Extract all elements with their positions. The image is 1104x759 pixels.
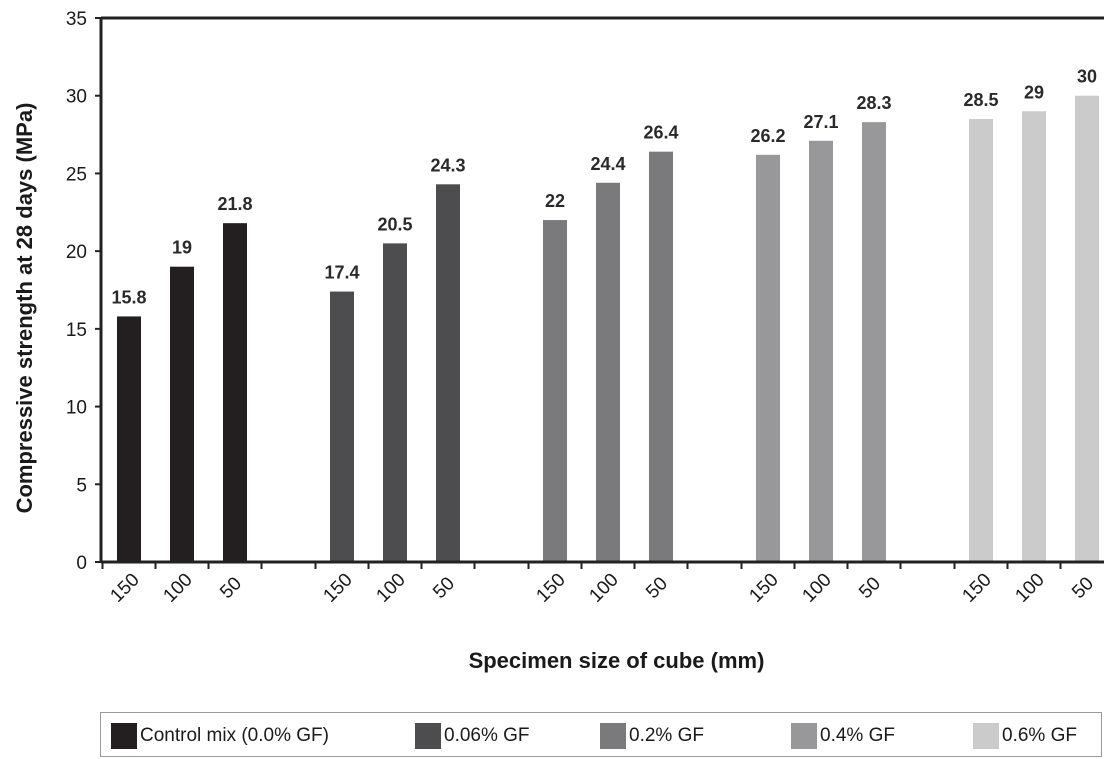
- x-tick-label: 50: [429, 573, 459, 603]
- y-tick-label: 15: [66, 320, 87, 341]
- bar: [862, 122, 886, 562]
- y-tick-label: 25: [66, 164, 87, 185]
- data-label: 15.8: [111, 287, 146, 307]
- bar: [543, 220, 567, 563]
- bar: [330, 291, 354, 562]
- legend-item: 0.6% GF: [973, 713, 1077, 758]
- x-tick-label: 100: [585, 569, 622, 606]
- bar: [117, 316, 141, 562]
- x-tick-label: 150: [958, 569, 995, 606]
- bar: [596, 182, 620, 563]
- legend-label: 0.4% GF: [820, 724, 895, 746]
- bar: [436, 184, 460, 562]
- legend-swatch: [415, 722, 441, 749]
- x-tick-label: 50: [642, 573, 672, 603]
- data-label: 26.4: [643, 123, 678, 143]
- x-tick-label: 100: [798, 569, 835, 606]
- bar: [383, 243, 407, 562]
- x-tick-label: 100: [372, 569, 409, 606]
- data-label: 24.4: [590, 154, 625, 174]
- bar: [969, 119, 993, 563]
- data-label: 28.5: [963, 90, 998, 110]
- x-tick-label: 150: [319, 569, 356, 606]
- legend-swatch: [973, 722, 999, 749]
- legend-label: 0.06% GF: [444, 724, 530, 746]
- data-label: 21.8: [217, 194, 252, 214]
- x-tick-label: 150: [106, 569, 143, 606]
- legend-item: 0.2% GF: [600, 713, 704, 758]
- bar-chart: 15.81501910021.85017.415020.510024.35022…: [12, 9, 1104, 673]
- chart-area: 15.8 150 19 100 21.8 50 17.4 150 20.5 100 24.3 50 22…: [12, 9, 1104, 673]
- bar: [1022, 111, 1046, 562]
- data-label: 27.1: [803, 112, 838, 132]
- x-tick-label: 50: [1068, 573, 1098, 603]
- y-tick-label: 5: [76, 475, 87, 496]
- bar: [223, 223, 247, 562]
- legend-item: 0.4% GF: [791, 713, 895, 758]
- bar: [170, 266, 194, 562]
- bar: [809, 140, 833, 562]
- x-axis-title: Specimen size of cube (mm): [469, 648, 765, 673]
- y-tick-label: 10: [66, 398, 87, 419]
- data-label: 24.3: [430, 155, 465, 175]
- x-tick-label: 150: [532, 569, 569, 606]
- x-tick-label: 50: [216, 573, 246, 603]
- bar: [1075, 95, 1099, 562]
- legend-label: 0.6% GF: [1002, 724, 1077, 746]
- legend-label: Control mix (0.0% GF): [140, 724, 329, 746]
- bar: [649, 151, 673, 562]
- data-label: 19: [172, 238, 192, 258]
- legend-swatch: [111, 722, 137, 749]
- data-label: 17.4: [324, 263, 359, 283]
- data-label: 22: [545, 191, 565, 211]
- legend-label: 0.2% GF: [629, 724, 704, 746]
- chart-legend: Control mix (0.0% GF) 0.06% GF 0.2% GF 0.4%…: [100, 712, 1102, 757]
- legend-swatch: [600, 722, 626, 749]
- y-axis-title: Compressive strength at 28 days (MPa): [12, 103, 37, 514]
- y-tick-label: 30: [66, 87, 87, 108]
- data-label: 30: [1077, 67, 1097, 87]
- legend-item: 0.06% GF: [415, 713, 530, 758]
- x-tick-label: 100: [159, 569, 196, 606]
- y-tick-label: 0: [76, 553, 87, 574]
- data-label: 29: [1024, 82, 1044, 102]
- data-label: 20.5: [377, 214, 412, 234]
- x-tick-label: 150: [745, 569, 782, 606]
- bar: [756, 154, 780, 562]
- x-tick-label: 100: [1011, 569, 1048, 606]
- y-tick-label: 35: [66, 9, 87, 30]
- x-tick-label: 50: [855, 573, 885, 603]
- data-label: 26.2: [750, 126, 785, 146]
- data-label: 28.3: [856, 93, 891, 113]
- legend-item: Control mix (0.0% GF): [111, 713, 329, 758]
- y-tick-label: 20: [66, 242, 87, 263]
- legend-swatch: [791, 722, 817, 749]
